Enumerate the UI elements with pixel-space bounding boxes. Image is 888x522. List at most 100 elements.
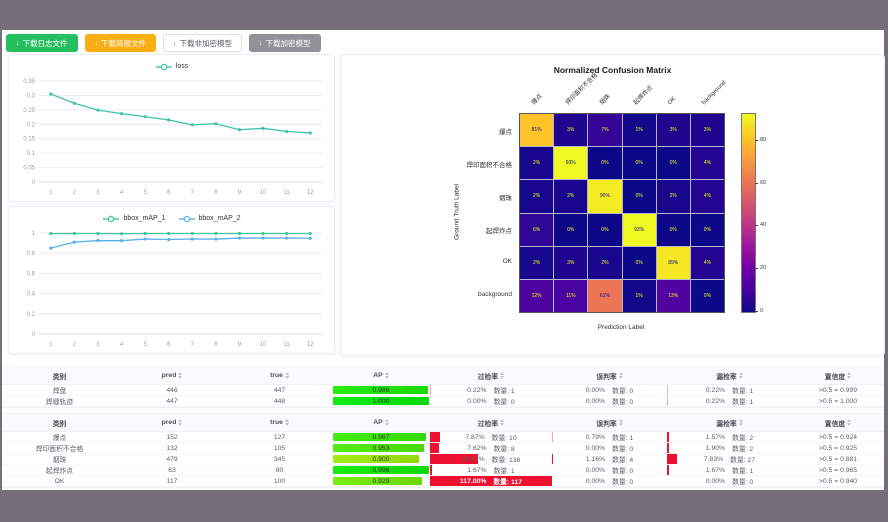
sort-icon[interactable] xyxy=(847,372,852,379)
sort-icon[interactable] xyxy=(384,419,389,426)
rate-count: 数量: 0 xyxy=(493,399,515,406)
header-true[interactable]: true xyxy=(227,367,332,384)
confidence-cell: >0.5 = 0.924 xyxy=(818,433,858,441)
confusion-matrix-card: Normalized Confusion Matrix Ground Truth… xyxy=(340,54,885,356)
svg-text:9: 9 xyxy=(238,342,242,348)
sort-icon[interactable] xyxy=(284,419,289,426)
pred-cell: 446 xyxy=(166,386,178,394)
confusion-matrix-cell: 4% xyxy=(690,147,724,180)
map-chart-legend-item-bbox_mAP_2[interactable]: bbox_mAP_2 xyxy=(178,215,241,223)
pred-cell: 447 xyxy=(166,397,178,405)
sort-icon[interactable] xyxy=(847,419,852,426)
over-rate-cell-text: 7.87% 数量: 10 xyxy=(465,432,516,443)
sort-up-arrow xyxy=(178,419,183,422)
header-label: true xyxy=(270,372,283,379)
sort-down-arrow xyxy=(618,376,623,379)
loss-chart-plot: 00.050.10.150.20.250.30.351 2 3 4 5 6 7 8 9 10 11 1… xyxy=(23,79,322,196)
svg-text:2: 2 xyxy=(73,342,77,348)
sort-icon[interactable] xyxy=(618,419,623,426)
table-header-row: 类别 pred true AP 过检率 误判率 漏检率 置信度 xyxy=(2,367,884,385)
header-over-rate[interactable]: 过检率 xyxy=(430,367,552,384)
miss-rate-cell-bar xyxy=(667,465,670,475)
confusion-matrix-col-label: background xyxy=(701,79,728,107)
confusion-matrix-col-label: 焊印面积不合格 xyxy=(565,72,600,107)
sort-up-arrow xyxy=(178,372,183,375)
sort-up-arrow xyxy=(500,372,505,375)
header-pred[interactable]: pred xyxy=(117,414,227,431)
download-log-button[interactable]: ↓ 下载日志文件 xyxy=(6,34,78,52)
header-misjudge-rate[interactable]: 误判率 xyxy=(552,414,667,431)
sort-up-arrow xyxy=(847,419,852,422)
confusion-matrix-cell: 89% xyxy=(656,246,690,279)
header-true[interactable]: true xyxy=(227,414,332,431)
ap-bar xyxy=(333,397,429,405)
over-rate-cell-text: 1.67% 数量: 1 xyxy=(467,465,515,476)
true-cell: 448 xyxy=(273,397,286,405)
confusion-matrix-xlabel: Prediction Label xyxy=(597,324,645,331)
sort-icon[interactable] xyxy=(618,372,623,379)
svg-text:7: 7 xyxy=(191,342,195,348)
svg-text:11: 11 xyxy=(284,342,291,348)
svg-text:0.35: 0.35 xyxy=(23,79,35,85)
svg-text:6: 6 xyxy=(167,190,171,196)
header-miss-rate[interactable]: 漏检率 xyxy=(667,414,792,431)
over-rate-cell-text: 0.00% 数量: 0 xyxy=(467,396,515,407)
header-miss-rate[interactable]: 漏检率 xyxy=(667,367,792,384)
header-label: 误判率 xyxy=(596,420,617,428)
ap-bar xyxy=(333,444,425,452)
download-encrypted-model-button[interactable]: ↓ 下载加密模型 xyxy=(249,34,321,52)
rate-count: 数量: 0 xyxy=(612,479,634,486)
sort-icon[interactable] xyxy=(384,372,389,379)
svg-text:8: 8 xyxy=(214,342,218,348)
header-confidence[interactable]: 置信度 xyxy=(792,414,884,431)
miss-rate-cell-bar xyxy=(667,443,670,453)
true-cell: 127 xyxy=(273,433,286,441)
confusion-matrix-cell: 2% xyxy=(520,180,554,213)
confusion-matrix-grid: 81% 3% 7% 1% 3% 3% 2% 93% 0% 0% 0% 4% 2% 2% 90% 0% 2% 4% 6… xyxy=(519,113,725,313)
confidence-cell: >0.5 = 1.000 xyxy=(818,397,858,405)
sort-icon[interactable] xyxy=(500,372,505,379)
download-report-button[interactable]: ↓ 下载简报文件 xyxy=(84,34,156,52)
true-cell: 60 xyxy=(275,466,284,474)
misjudge-rate-cell: 0.00% 数量: 0 xyxy=(552,385,667,396)
sort-icon[interactable] xyxy=(738,419,743,426)
sort-down-arrow xyxy=(847,376,852,379)
rate-pct: 1.90% xyxy=(705,444,726,452)
map-chart-legend-item-bbox_mAP_1[interactable]: bbox_mAP_1 xyxy=(102,215,166,223)
svg-text:4: 4 xyxy=(120,342,124,348)
download-report-label: 下载简报文件 xyxy=(101,38,146,48)
sort-icon[interactable] xyxy=(178,372,183,379)
ap-value: 0.967 xyxy=(372,433,390,441)
header-ap[interactable]: AP xyxy=(332,367,430,384)
misjudge-rate-cell-bar xyxy=(552,454,554,464)
sort-up-arrow xyxy=(847,372,852,375)
over-rate-cell-bar xyxy=(430,465,433,475)
sort-icon[interactable] xyxy=(178,419,183,426)
confusion-matrix-cell: 3% xyxy=(554,246,588,279)
header-pred[interactable]: pred xyxy=(117,367,227,384)
ap-bar xyxy=(333,477,423,485)
header-label: true xyxy=(270,419,283,426)
download-plain-model-button[interactable]: ↓ 下载非加密模型 xyxy=(163,34,242,52)
confusion-matrix-cell: 0% xyxy=(622,246,656,279)
loss-chart-legend-item-loss[interactable]: loss xyxy=(155,63,188,71)
rate-pct: 0.00% xyxy=(585,466,606,474)
true-cell: 105 xyxy=(273,444,286,452)
header-ap[interactable]: AP xyxy=(332,414,430,431)
rate-count: 数量: 1 xyxy=(612,435,634,442)
header-over-rate[interactable]: 过检率 xyxy=(430,414,552,431)
rate-count: 数量: 1 xyxy=(493,468,515,475)
confusion-matrix-cell: 2% xyxy=(520,147,554,180)
colorbar-tick-mark xyxy=(755,267,758,269)
miss-rate-cell-text: 0.22% 数量: 1 xyxy=(706,385,753,396)
colorbar-tick-mark xyxy=(755,182,758,184)
sort-icon[interactable] xyxy=(738,372,743,379)
header-confidence[interactable]: 置信度 xyxy=(792,367,884,384)
confusion-matrix-col-label: 起焊炸点 xyxy=(633,85,655,107)
sort-icon[interactable] xyxy=(284,372,289,379)
header-misjudge-rate[interactable]: 误判率 xyxy=(552,367,667,384)
sort-icon[interactable] xyxy=(500,419,505,426)
over-rate-cell-text: 0.22% 数量: 1 xyxy=(467,385,514,396)
table-row: 爆点 152 127 0.967 7.87% 数量: 10 0.79% 数量: 1 1.57% 数… xyxy=(2,432,884,443)
over-rate-cell: 39.42% 数量: 136 xyxy=(430,454,552,464)
